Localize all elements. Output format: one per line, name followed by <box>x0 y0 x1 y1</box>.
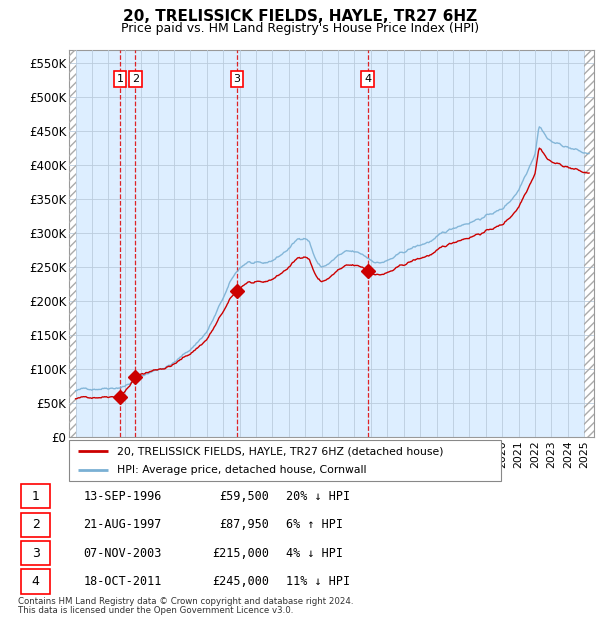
Text: 2: 2 <box>32 518 40 531</box>
Text: £245,000: £245,000 <box>212 575 269 588</box>
Text: 20, TRELISSICK FIELDS, HAYLE, TR27 6HZ: 20, TRELISSICK FIELDS, HAYLE, TR27 6HZ <box>123 9 477 24</box>
Text: Contains HM Land Registry data © Crown copyright and database right 2024.: Contains HM Land Registry data © Crown c… <box>18 597 353 606</box>
Text: 3: 3 <box>32 547 40 560</box>
Text: 6% ↑ HPI: 6% ↑ HPI <box>286 518 343 531</box>
Bar <box>69 50 76 437</box>
Text: £87,950: £87,950 <box>219 518 269 531</box>
Bar <box>584 50 594 437</box>
Bar <box>584 50 594 437</box>
FancyBboxPatch shape <box>21 513 50 537</box>
Text: 20% ↓ HPI: 20% ↓ HPI <box>286 490 350 503</box>
Text: £215,000: £215,000 <box>212 547 269 560</box>
Text: 4% ↓ HPI: 4% ↓ HPI <box>286 547 343 560</box>
Text: 13-SEP-1996: 13-SEP-1996 <box>83 490 162 503</box>
Text: 2: 2 <box>132 74 139 84</box>
Text: £59,500: £59,500 <box>219 490 269 503</box>
Text: 1: 1 <box>116 74 124 84</box>
Text: 20, TRELISSICK FIELDS, HAYLE, TR27 6HZ (detached house): 20, TRELISSICK FIELDS, HAYLE, TR27 6HZ (… <box>116 446 443 456</box>
Text: 18-OCT-2011: 18-OCT-2011 <box>83 575 162 588</box>
FancyBboxPatch shape <box>21 569 50 593</box>
Text: 1: 1 <box>32 490 40 503</box>
FancyBboxPatch shape <box>21 484 50 508</box>
Text: Price paid vs. HM Land Registry's House Price Index (HPI): Price paid vs. HM Land Registry's House … <box>121 22 479 35</box>
Text: 07-NOV-2003: 07-NOV-2003 <box>83 547 162 560</box>
FancyBboxPatch shape <box>21 541 50 565</box>
Bar <box>69 50 76 437</box>
Text: 11% ↓ HPI: 11% ↓ HPI <box>286 575 350 588</box>
Text: 3: 3 <box>233 74 241 84</box>
Text: 21-AUG-1997: 21-AUG-1997 <box>83 518 162 531</box>
Text: HPI: Average price, detached house, Cornwall: HPI: Average price, detached house, Corn… <box>116 464 366 475</box>
FancyBboxPatch shape <box>69 440 501 480</box>
Text: 4: 4 <box>364 74 371 84</box>
Text: 4: 4 <box>32 575 40 588</box>
Text: This data is licensed under the Open Government Licence v3.0.: This data is licensed under the Open Gov… <box>18 606 293 615</box>
